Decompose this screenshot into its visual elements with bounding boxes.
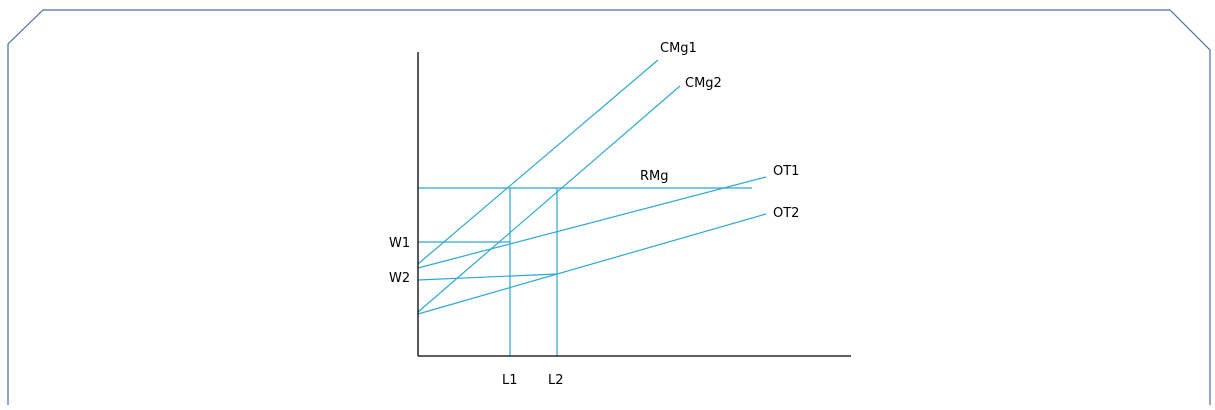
cmg1-label: CMg1 bbox=[660, 41, 697, 56]
rmg-label: RMg bbox=[640, 169, 669, 184]
ot2-curve bbox=[417, 213, 767, 315]
ot1-label: OT1 bbox=[773, 164, 799, 179]
l1-label: L1 bbox=[502, 373, 518, 388]
ot1-curve bbox=[417, 176, 767, 269]
cmg2-curve bbox=[417, 85, 681, 313]
ot2-label: OT2 bbox=[773, 206, 799, 221]
cmg1-curve bbox=[417, 59, 659, 265]
cmg2-label: CMg2 bbox=[685, 76, 722, 91]
frame-border bbox=[7, 9, 1211, 410]
w2-label: W2 bbox=[389, 271, 410, 286]
l2-label: L2 bbox=[548, 373, 564, 388]
w1-label: W1 bbox=[389, 236, 410, 251]
w2-guide-line bbox=[417, 273, 558, 281]
